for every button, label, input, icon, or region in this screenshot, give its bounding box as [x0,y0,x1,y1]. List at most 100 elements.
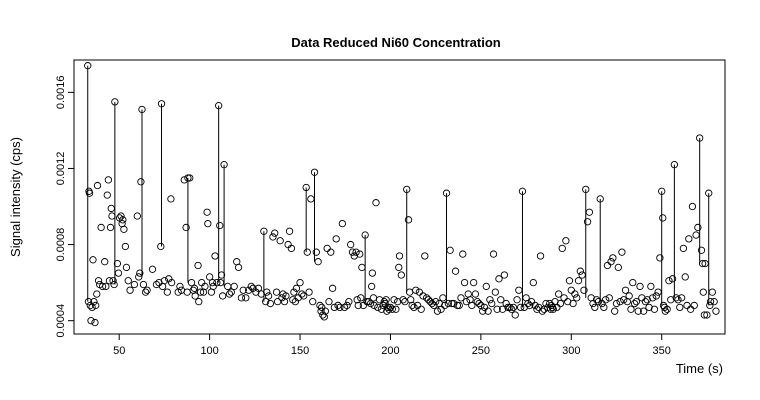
data-point-306 [596,195,604,203]
data-point-78 [204,219,212,228]
data-point-185 [385,305,393,313]
points-layer [84,62,720,327]
data-point-97 [237,294,246,302]
data-point-182 [382,296,390,304]
data-point-334 [647,282,655,291]
data-point-351 [674,296,682,304]
data-point-196 [403,185,411,194]
data-point-370 [705,189,713,197]
data-point-15 [97,223,105,232]
data-point-28 [113,259,122,268]
data-point-365 [698,259,707,268]
data-point-156 [345,297,353,306]
data-point-272 [538,307,547,315]
data-point-293 [573,294,581,302]
data-point-352 [676,303,684,312]
data-point-76 [201,282,209,291]
data-point-233 [468,301,476,310]
data-point-93 [227,288,235,296]
data-point-63 [182,223,190,232]
data-point-194 [399,296,407,304]
data-point-96 [234,263,243,272]
data-point-339 [656,254,664,262]
data-point-220 [444,299,452,308]
data-point-294 [574,277,583,285]
data-point-90 [220,160,228,169]
data-point-287 [562,237,570,245]
data-point-310 [603,261,612,270]
data-point-282 [553,303,561,312]
data-point-372 [706,297,715,306]
data-point-130 [300,292,308,300]
data-point-300 [585,208,594,216]
data-point-305 [594,297,603,306]
y-axis-label: Signal intensity (cps) [8,137,23,257]
data-point-142 [319,311,327,319]
x-tick-label-6: 350 [653,345,671,357]
data-point-19 [103,191,111,199]
data-point-255 [507,305,516,313]
data-point-258 [513,296,521,304]
data-point-39 [130,280,139,289]
data-point-356 [683,301,691,310]
data-point-57 [167,195,175,203]
data-point-83 [211,252,219,260]
data-point-366 [699,288,707,296]
data-point-44 [138,105,146,114]
data-point-201 [410,303,418,312]
y-axis: 0.0004 0.0008 0.0012 0.0016 [55,76,75,338]
data-point-208 [422,294,431,302]
data-point-175 [372,199,380,207]
data-point-7 [89,256,97,264]
data-point-295 [576,267,584,275]
data-point-206 [419,292,427,300]
data-point-112 [271,229,279,237]
data-point-122 [287,244,296,253]
data-point-161 [353,296,361,304]
data-point-116 [278,294,286,302]
data-point-308 [600,303,608,312]
data-point-41 [135,273,143,281]
y-tick-label-1: 0.0008 [55,228,67,262]
data-point-91 [224,282,232,291]
data-point-319 [620,296,628,304]
data-point-179 [379,301,387,310]
data-point-113 [272,288,281,296]
data-point-20 [104,176,113,184]
data-point-100 [245,286,253,294]
data-point-359 [688,202,697,211]
data-point-221 [446,246,454,254]
x-tick-label-2: 150 [291,345,309,357]
data-point-27 [111,98,119,106]
data-point-48 [148,265,157,273]
data-point-34 [120,225,128,234]
data-point-153 [338,219,347,228]
data-point-124 [290,288,298,296]
data-point-290 [567,286,575,294]
data-point-134 [307,195,315,203]
data-point-367 [700,311,709,319]
data-point-216 [437,305,445,313]
data-point-260 [517,303,525,312]
data-point-141 [318,303,326,312]
data-point-225 [453,301,462,310]
x-axis-label: Time (s) [676,361,723,376]
data-point-354 [679,244,688,253]
x-tick-label-1: 100 [200,345,218,357]
data-point-81 [208,278,217,287]
data-point-37 [124,277,132,285]
data-point-66 [186,174,194,182]
segments-layer [87,65,710,308]
data-point-219 [442,189,451,197]
data-point-298 [582,185,590,194]
data-point-162 [354,301,362,310]
data-point-234 [469,278,478,287]
data-point-52 [157,100,166,108]
data-point-254 [506,303,514,312]
data-point-38 [126,286,134,294]
data-point-343 [660,303,669,312]
data-point-170 [366,299,375,308]
x-axis: 50 100 150 200 250 300 350 [113,333,671,357]
data-point-88 [217,271,226,279]
